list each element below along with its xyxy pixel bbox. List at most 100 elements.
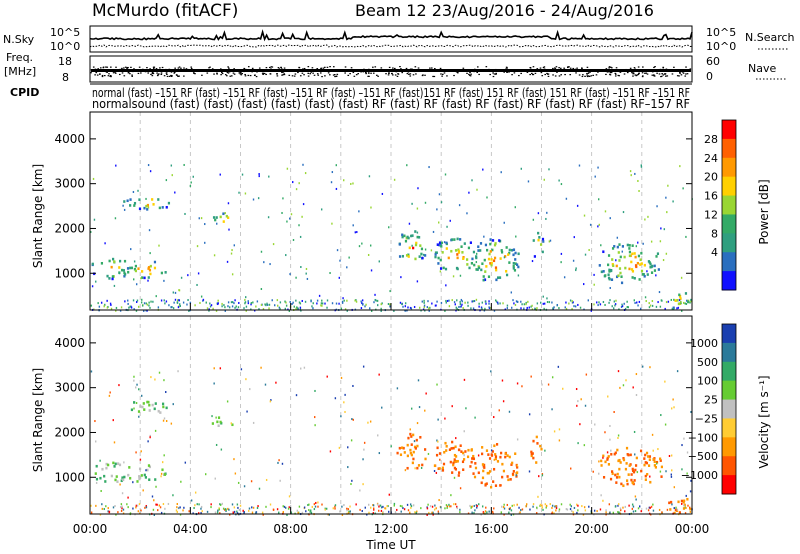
scatter-cell bbox=[335, 302, 338, 305]
scatter-cell bbox=[117, 511, 119, 514]
scatter-cell bbox=[624, 505, 626, 508]
scatter-cell bbox=[310, 511, 313, 514]
data-cell bbox=[402, 446, 405, 450]
scatter-cell bbox=[317, 501, 319, 504]
data-cell bbox=[626, 243, 629, 247]
scatter-cell bbox=[423, 304, 426, 307]
power-x-tick-marks bbox=[89, 303, 693, 310]
freq-mark bbox=[632, 75, 634, 77]
freq-mark bbox=[353, 75, 356, 77]
scatter-cell bbox=[652, 503, 654, 506]
data-cell bbox=[621, 245, 625, 248]
scatter-cell bbox=[475, 504, 478, 507]
data-cell bbox=[140, 474, 143, 477]
scatter-cell bbox=[261, 511, 264, 514]
data-cell bbox=[508, 248, 511, 252]
freq-mark bbox=[367, 75, 369, 77]
scatter-cell bbox=[671, 469, 673, 472]
data-cell bbox=[477, 265, 480, 268]
scatter-cell bbox=[180, 276, 183, 279]
data-cell bbox=[677, 302, 680, 306]
scatter-cell bbox=[205, 301, 207, 304]
data-cell bbox=[421, 463, 424, 467]
data-cell bbox=[673, 511, 676, 515]
freq-mark bbox=[316, 73, 319, 75]
data-cell bbox=[489, 238, 492, 241]
scatter-cell bbox=[678, 299, 681, 302]
scatter-cell bbox=[332, 507, 334, 510]
freq-mark bbox=[432, 75, 434, 78]
scatter-cell bbox=[445, 299, 447, 302]
scatter-cell bbox=[612, 511, 615, 514]
scatter-cell bbox=[324, 302, 326, 305]
data-cell bbox=[118, 463, 122, 467]
freq-mark bbox=[90, 72, 92, 74]
freq-mark bbox=[173, 72, 176, 74]
scatter-cell bbox=[481, 301, 484, 304]
scatter-cell bbox=[289, 273, 291, 276]
data-cell bbox=[406, 454, 409, 458]
data-cell bbox=[540, 447, 543, 451]
scatter-cell bbox=[237, 306, 240, 309]
scatter-cell bbox=[310, 300, 312, 303]
data-cell bbox=[118, 266, 121, 269]
scatter-cell bbox=[482, 168, 484, 171]
scatter-cell bbox=[519, 511, 521, 514]
data-cell bbox=[638, 278, 641, 281]
scatter-cell bbox=[584, 253, 587, 256]
scatter-cell bbox=[198, 512, 200, 515]
data-cell bbox=[491, 239, 495, 242]
scatter-cell bbox=[588, 249, 590, 252]
data-cell bbox=[616, 448, 619, 452]
colorbar-segment bbox=[722, 138, 736, 159]
scatter-cell bbox=[666, 508, 669, 511]
colorbar-tick-label: 24 bbox=[704, 152, 718, 165]
freq-mark bbox=[190, 66, 193, 68]
data-cell bbox=[154, 402, 157, 405]
scatter-cell bbox=[469, 504, 471, 507]
colorbar-segment bbox=[722, 271, 736, 291]
scatter-cell bbox=[227, 301, 230, 304]
scatter-cell bbox=[531, 308, 534, 311]
scatter-cell bbox=[536, 302, 539, 305]
data-cell bbox=[634, 255, 637, 259]
freq-mark bbox=[103, 75, 106, 77]
scatter-cell bbox=[216, 222, 218, 225]
scatter-cell bbox=[439, 270, 442, 273]
scatter-cell bbox=[673, 507, 675, 510]
data-cell bbox=[635, 265, 638, 269]
data-cell bbox=[669, 508, 672, 511]
freq-mark bbox=[556, 71, 558, 73]
scatter-cell bbox=[510, 513, 512, 516]
scatter-cell bbox=[377, 434, 379, 437]
scatter-cell bbox=[238, 191, 240, 194]
data-cell bbox=[95, 464, 98, 468]
freq-mark bbox=[478, 73, 480, 76]
data-cell bbox=[138, 207, 142, 211]
data-cell bbox=[500, 451, 503, 455]
freq-mark bbox=[569, 67, 572, 69]
scatter-cell bbox=[649, 304, 652, 307]
scatter-cell bbox=[243, 485, 246, 488]
scatter-cell bbox=[375, 299, 377, 302]
scatter-cell bbox=[614, 304, 616, 307]
scatter-cell bbox=[152, 300, 154, 303]
scatter-cell bbox=[91, 285, 94, 288]
scatter-cell bbox=[115, 309, 117, 312]
scatter-cell bbox=[158, 371, 161, 374]
scatter-cell bbox=[542, 508, 544, 511]
scatter-cell bbox=[244, 301, 247, 304]
scatter-cell bbox=[450, 505, 452, 508]
data-cell bbox=[414, 230, 417, 233]
scatter-cell bbox=[144, 506, 146, 509]
freq-mark bbox=[568, 66, 570, 68]
data-cell bbox=[615, 476, 619, 479]
scatter-cell bbox=[636, 301, 638, 304]
scatter-cell bbox=[400, 510, 402, 513]
scatter-cell bbox=[163, 279, 165, 282]
scatter-cell bbox=[362, 458, 364, 461]
freq-mark bbox=[251, 67, 254, 69]
data-cell bbox=[133, 267, 137, 271]
data-cell bbox=[483, 258, 486, 262]
data-cell bbox=[409, 451, 412, 455]
